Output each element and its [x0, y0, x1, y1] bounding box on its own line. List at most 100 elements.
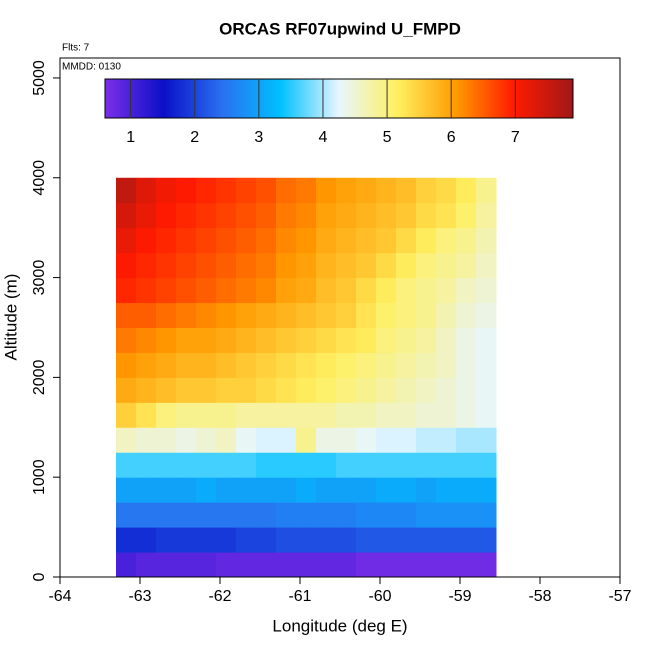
heat-cell: [476, 277, 497, 304]
heat-cell: [216, 302, 237, 328]
heat-cell: [276, 252, 297, 279]
heat-cell: [196, 477, 217, 503]
colorbar-tick-label: 6: [447, 129, 456, 146]
heat-cell: [376, 427, 397, 453]
heat-cell: [136, 427, 157, 453]
heat-cell: [296, 227, 317, 254]
heat-cell: [436, 377, 457, 403]
y-tick-label: 4000: [31, 160, 48, 196]
x-axis-label: Longitude (deg E): [272, 616, 407, 635]
heat-cell: [356, 177, 377, 204]
heat-cell: [336, 452, 357, 478]
heat-cell: [216, 452, 237, 478]
colorbar-tick-label: 2: [190, 129, 199, 146]
heat-cell: [116, 177, 137, 204]
heat-cell: [396, 277, 417, 304]
heat-cell: [276, 227, 297, 254]
heat-cell: [416, 527, 437, 553]
heat-cell: [456, 377, 477, 403]
heat-cell: [436, 302, 457, 328]
heat-cell: [136, 227, 157, 254]
heat-cell: [336, 177, 357, 204]
chart-title: ORCAS RF07upwind U_FMPD: [219, 19, 461, 38]
heat-cell: [196, 202, 217, 229]
heat-cell: [156, 477, 177, 503]
heat-cell: [316, 352, 337, 378]
heat-cell: [216, 527, 237, 553]
heat-cell: [296, 377, 317, 403]
heat-cell: [256, 227, 277, 254]
heat-cell: [476, 377, 497, 403]
heat-cell: [196, 427, 217, 453]
heat-cell: [376, 252, 397, 279]
y-axis-label: Altitude (m): [1, 274, 20, 361]
heat-cell: [236, 452, 257, 478]
heat-cell: [156, 552, 177, 578]
heat-cell: [156, 427, 177, 453]
heat-cell: [356, 277, 377, 304]
heat-cell: [356, 452, 377, 478]
heat-cell: [376, 177, 397, 204]
heat-cell: [296, 502, 317, 528]
heat-cell: [456, 352, 477, 378]
heat-cell: [416, 402, 437, 428]
heat-cell: [336, 277, 357, 304]
heat-cell: [356, 377, 377, 403]
heat-cell: [156, 227, 177, 254]
heat-cell: [316, 177, 337, 204]
heat-cell: [196, 352, 217, 378]
heat-cell: [456, 202, 477, 229]
heat-cell: [336, 352, 357, 378]
heat-cell: [396, 177, 417, 204]
heat-cell: [316, 552, 337, 578]
heat-cell: [396, 552, 417, 578]
y-tick-label: 5000: [31, 60, 48, 96]
heat-cell: [116, 527, 137, 553]
heat-cell: [296, 452, 317, 478]
heat-cell: [256, 552, 277, 578]
heat-cell: [176, 477, 197, 503]
heat-cell: [476, 452, 497, 478]
heat-cell: [416, 352, 437, 378]
heat-cell: [336, 527, 357, 553]
heat-cell: [116, 552, 137, 578]
heat-cell: [176, 552, 197, 578]
heat-cell: [356, 252, 377, 279]
heat-cell: [436, 427, 457, 453]
heat-cell: [176, 402, 197, 428]
heat-cell: [276, 177, 297, 204]
heat-cell: [116, 277, 137, 304]
heat-cell: [456, 252, 477, 279]
heat-cell: [416, 477, 437, 503]
heat-cell: [236, 252, 257, 279]
colorbar: [104, 78, 574, 119]
colorbar-tick-label: 4: [319, 129, 328, 146]
heat-cell: [376, 327, 397, 353]
heat-cell: [456, 327, 477, 353]
heat-cell: [236, 327, 257, 353]
heat-cell: [296, 527, 317, 553]
heat-cell: [116, 227, 137, 254]
heat-cell: [256, 527, 277, 553]
heat-cell: [216, 252, 237, 279]
heat-cell: [256, 327, 277, 353]
heat-cell: [356, 327, 377, 353]
heat-cell: [456, 402, 477, 428]
heat-cell: [116, 477, 137, 503]
heat-cell: [176, 502, 197, 528]
heat-cell: [396, 227, 417, 254]
heat-cell: [376, 277, 397, 304]
heat-cell: [256, 252, 277, 279]
heat-cell: [256, 452, 277, 478]
heat-cell: [336, 227, 357, 254]
heat-cell: [476, 302, 497, 328]
heat-cell: [216, 202, 237, 229]
heat-cell: [216, 277, 237, 304]
heat-cell: [176, 227, 197, 254]
heat-cell: [276, 402, 297, 428]
heat-cell: [336, 327, 357, 353]
heat-cell: [316, 227, 337, 254]
heat-cell: [416, 227, 437, 254]
annotation: MMDD: 0130: [62, 62, 121, 73]
